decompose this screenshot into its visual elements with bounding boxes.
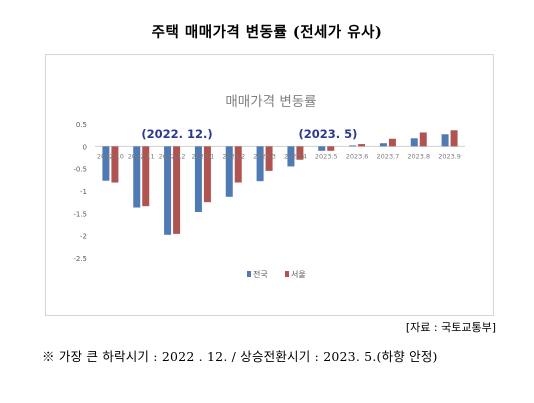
y-tick-label: 0.5 <box>76 121 87 129</box>
price-change-chart: 매매가격 변동률 0.50-0.5-1-1.5-2-2.5 2022.10 202… <box>73 94 465 279</box>
x-tick-label: 2023.2 <box>222 152 245 160</box>
bar-national <box>164 146 172 235</box>
x-tick-label: 2023.5 <box>315 152 338 160</box>
bar-national <box>441 134 449 147</box>
x-tick-label: 2022.11 <box>128 152 155 160</box>
bar-seoul <box>358 144 366 147</box>
y-tick-label: -1.5 <box>73 210 87 218</box>
source-note: [자료 : 국토교통부] <box>405 321 496 334</box>
bar-national <box>194 146 202 212</box>
x-tick-label: 2023.4 <box>284 152 307 160</box>
y-tick-label: -0.5 <box>73 166 87 174</box>
bar-seoul <box>419 132 427 147</box>
bars <box>102 130 458 235</box>
bar-national <box>318 146 326 151</box>
x-tick-label: 2023.3 <box>253 152 276 160</box>
bar-seoul <box>265 146 273 171</box>
page-title: 주택 매매가격 변동률 (전세가 유사) <box>151 24 383 41</box>
bar-seoul <box>450 130 458 147</box>
chart-frame <box>45 54 494 316</box>
y-tick-label: -1 <box>80 188 87 196</box>
bar-national <box>256 146 264 182</box>
bar-national <box>102 146 110 181</box>
legend-label: 전국 <box>253 269 268 279</box>
x-tick-label: 2023.9 <box>438 152 461 160</box>
chart-title: 매매가격 변동률 <box>225 94 316 110</box>
bar-national <box>349 145 357 147</box>
legend-swatch <box>285 271 289 277</box>
bar-national <box>379 143 387 147</box>
legend-label: 서울 <box>291 270 306 279</box>
footnote: ※ 가장 큰 하락시기 : 2022 . 12. / 상승전환시기 : 2023… <box>42 349 438 364</box>
bar-seoul <box>173 146 181 234</box>
x-tick-label: 2022.12 <box>159 152 186 160</box>
legend: 전국 서울 <box>247 269 306 279</box>
x-tick-label: 2023.7 <box>377 152 400 160</box>
legend-swatch <box>247 271 251 277</box>
bar-seoul <box>327 146 335 151</box>
y-tick-label: -2.5 <box>73 255 87 263</box>
bar-seoul <box>203 146 211 203</box>
x-tick-label: 2023.1 <box>192 152 215 160</box>
y-axis: 0.5 0 -0.5 -1 -1.5 -2 -2.5 <box>73 121 87 263</box>
x-tick-label: 2023.8 <box>407 152 430 160</box>
x-axis-labels: 2022.10 2022.11 2022.12 2023.1 2023.2 2023.3 2… <box>97 152 461 160</box>
annotation-2022-12: (2022. 12.) <box>141 127 212 141</box>
bar-seoul <box>111 146 119 183</box>
y-tick-label: 0 <box>83 143 87 151</box>
y-tick-label: -2 <box>80 233 87 241</box>
bar-national <box>410 138 418 147</box>
bar-seoul <box>234 146 242 183</box>
x-tick-label: 2022.10 <box>97 152 124 160</box>
x-tick-label: 2023.6 <box>346 152 369 160</box>
bar-seoul <box>388 138 396 147</box>
bar-seoul <box>142 146 150 207</box>
bar-national <box>287 146 295 167</box>
annotation-2023-5: (2023. 5) <box>299 127 358 141</box>
bar-national <box>133 146 141 208</box>
bar-seoul <box>296 146 304 160</box>
bar-national <box>225 146 233 197</box>
